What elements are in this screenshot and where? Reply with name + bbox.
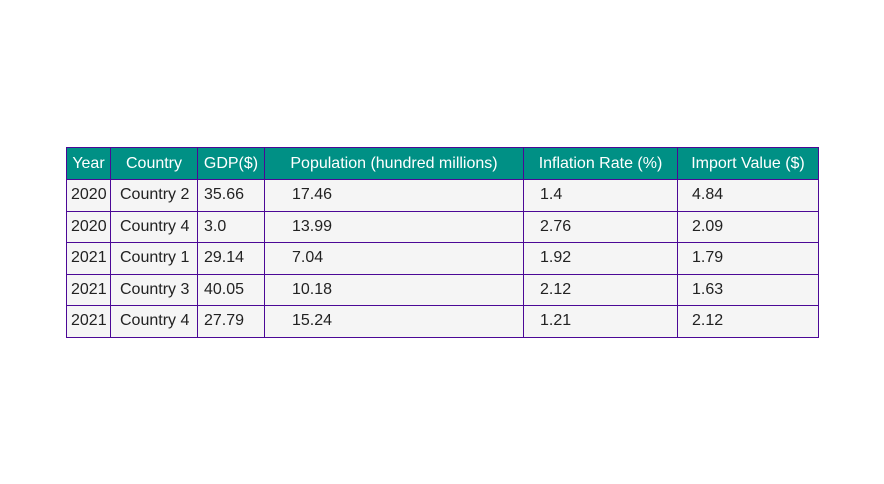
- header-gdp: GDP($): [197, 147, 265, 180]
- table-row: 2021 Country 1 29.14 7.04 1.92 1.79: [66, 242, 819, 275]
- header-year: Year: [66, 147, 111, 180]
- cell-country: Country 1: [110, 242, 198, 275]
- table-row: 2020 Country 2 35.66 17.46 1.4 4.84: [66, 179, 819, 212]
- cell-import-value: 2.09: [677, 210, 819, 243]
- cell-population: 15.24: [264, 305, 524, 338]
- table-row: 2021 Country 3 40.05 10.18 2.12 1.63: [66, 273, 819, 306]
- cell-year: 2021: [66, 242, 111, 275]
- cell-gdp: 27.79: [197, 305, 265, 338]
- cell-inflation-rate: 1.4: [523, 179, 678, 212]
- cell-population: 7.04: [264, 242, 524, 275]
- cell-import-value: 1.79: [677, 242, 819, 275]
- cell-import-value: 4.84: [677, 179, 819, 212]
- cell-import-value: 1.63: [677, 273, 819, 306]
- cell-inflation-rate: 1.21: [523, 305, 678, 338]
- table-header-row: Year Country GDP($) Population (hundred …: [66, 147, 819, 180]
- cell-country: Country 4: [110, 210, 198, 243]
- cell-country: Country 2: [110, 179, 198, 212]
- cell-population: 10.18: [264, 273, 524, 306]
- table-row: 2021 Country 4 27.79 15.24 1.21 2.12: [66, 305, 819, 338]
- cell-population: 17.46: [264, 179, 524, 212]
- header-country: Country: [110, 147, 198, 180]
- cell-year: 2021: [66, 273, 111, 306]
- cell-population: 13.99: [264, 210, 524, 243]
- cell-country: Country 3: [110, 273, 198, 306]
- cell-country: Country 4: [110, 305, 198, 338]
- cell-gdp: 40.05: [197, 273, 265, 306]
- cell-inflation-rate: 1.92: [523, 242, 678, 275]
- cell-import-value: 2.12: [677, 305, 819, 338]
- header-inflation-rate: Inflation Rate (%): [523, 147, 678, 180]
- cell-year: 2020: [66, 179, 111, 212]
- cell-year: 2020: [66, 210, 111, 243]
- data-table-container: Year Country GDP($) Population (hundred …: [66, 147, 819, 338]
- cell-year: 2021: [66, 305, 111, 338]
- cell-inflation-rate: 2.12: [523, 273, 678, 306]
- header-import-value: Import Value ($): [677, 147, 819, 180]
- cell-inflation-rate: 2.76: [523, 210, 678, 243]
- cell-gdp: 29.14: [197, 242, 265, 275]
- cell-gdp: 3.0: [197, 210, 265, 243]
- header-population: Population (hundred millions): [264, 147, 524, 180]
- cell-gdp: 35.66: [197, 179, 265, 212]
- table-row: 2020 Country 4 3.0 13.99 2.76 2.09: [66, 210, 819, 243]
- data-table: Year Country GDP($) Population (hundred …: [66, 147, 819, 338]
